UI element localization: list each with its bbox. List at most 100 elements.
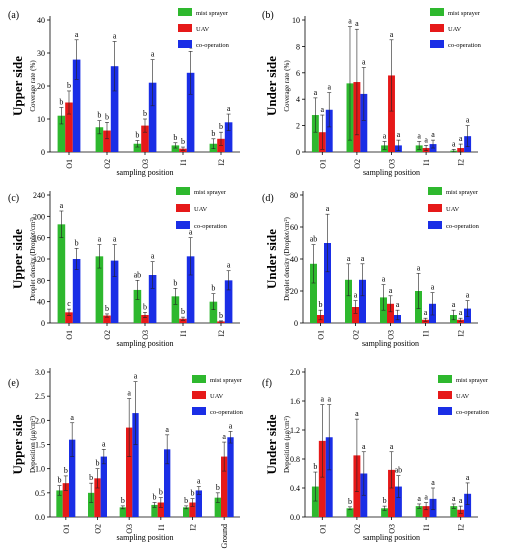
bar [209,301,218,323]
significance-letter: b [173,278,177,287]
legend-swatch [176,221,190,229]
y-tick-label: 4 [296,95,300,104]
bar [415,506,423,517]
x-tick-label: I2 [217,159,226,166]
panel-label: (e) [8,378,19,389]
x-tick-label: O2 [94,524,103,534]
significance-letter: ab [134,270,142,279]
x-tick-label: O2 [352,330,361,340]
bar [151,504,158,517]
significance-letter: a [431,283,435,292]
bar [157,502,164,517]
significance-letter: a [362,58,366,67]
side-label: Upper side [10,229,25,289]
y-tick-label: 0 [41,319,45,328]
bar [346,508,354,517]
significance-letter: a [222,432,226,441]
x-tick-label: Ground [220,524,229,548]
significance-letter: a [197,477,201,486]
y-tick-label: 0.0 [35,513,45,522]
significance-letter: a [355,19,359,28]
bar [359,279,366,323]
significance-letter: a [314,88,318,97]
bar [132,413,139,517]
bar [221,456,228,517]
significance-letter: b [211,129,215,138]
y-tick-label: 80 [290,191,298,200]
x-tick-label: I2 [217,330,226,337]
legend-swatch [438,407,452,415]
y-tick-label: 200 [33,212,45,221]
x-axis-label: sampling position [363,168,420,177]
legend-label: co-operation [196,42,230,49]
significance-letter: b [383,496,387,505]
y-tick-label: 0.4 [290,484,300,493]
significance-letter: b [58,476,62,485]
significance-letter: a [127,389,131,398]
significance-letter: b [219,122,223,131]
bar [148,82,157,152]
x-tick-label: O1 [318,524,327,534]
y-tick-label: 40 [290,255,298,264]
bar [69,439,76,517]
significance-letter: b [216,483,220,492]
y-tick-label: 160 [33,234,45,243]
bar [394,486,402,517]
bar [94,478,101,517]
significance-letter: b [143,109,147,118]
significance-letter: b [59,97,63,106]
y-tick-label: 40 [37,16,45,25]
bar [227,437,234,517]
y-tick-label: 0 [41,148,45,157]
significance-letter: a [134,372,138,381]
bar [103,130,111,152]
y-tick-label: 2.0 [35,416,45,425]
significance-letter: a [424,135,428,144]
x-tick-label: O3 [388,524,397,534]
legend-swatch [430,24,444,32]
bar [72,259,81,323]
bar [464,493,472,517]
y-tick-label: 1.0 [35,465,45,474]
bar [311,486,319,517]
y-tick-label: 60 [290,223,298,232]
side-label: Under side [264,56,279,116]
x-tick-label: O3 [141,330,150,340]
legend-label: UAV [194,206,208,213]
x-tick-label: I2 [189,524,198,531]
significance-letter: b [97,111,101,120]
chart-panel-6: (f) Under side Deposition (μg/cm²) 0.0 0.4 0.… [262,368,490,542]
y-tick-label: 0.0 [290,513,300,522]
significance-letter: b [105,304,109,313]
significance-letter: a [227,261,231,270]
bar [126,427,133,517]
x-tick-label: O2 [103,330,112,340]
bar [95,256,104,323]
significance-letter: a [417,263,421,272]
chart-panel-2: (b)Under side Coverage rate (%)0246810aaa… [262,8,482,177]
x-tick-label: O1 [62,524,71,534]
y-axis-label: Coverage rate (%) [29,60,37,112]
panel-label: (c) [8,193,19,204]
bar [388,469,395,517]
bar [57,224,66,323]
x-axis-label: sampling position [116,339,173,348]
significance-letter: a [70,413,74,422]
chart-panel-5: (e) Upper side Deposition (μg/cm²) 0.0 0.5 1.… [8,368,244,548]
significance-letter: b [67,81,71,90]
x-axis-label: sampling position [362,339,419,348]
y-tick-label: 8 [296,42,300,51]
significance-letter: b [64,466,68,475]
bar [171,145,180,152]
legend-label: co-operation [446,223,480,230]
legend-label: co-operation [210,409,244,416]
x-tick-label: I1 [422,159,431,166]
legend-swatch [438,391,452,399]
bar [88,492,95,517]
legend-swatch [428,187,442,195]
legend-label: mist sprayer [456,377,489,384]
y-tick-label: 20 [290,287,298,296]
x-tick-label: O1 [318,159,327,169]
significance-letter: b [159,488,163,497]
x-tick-label: O3 [388,159,397,169]
